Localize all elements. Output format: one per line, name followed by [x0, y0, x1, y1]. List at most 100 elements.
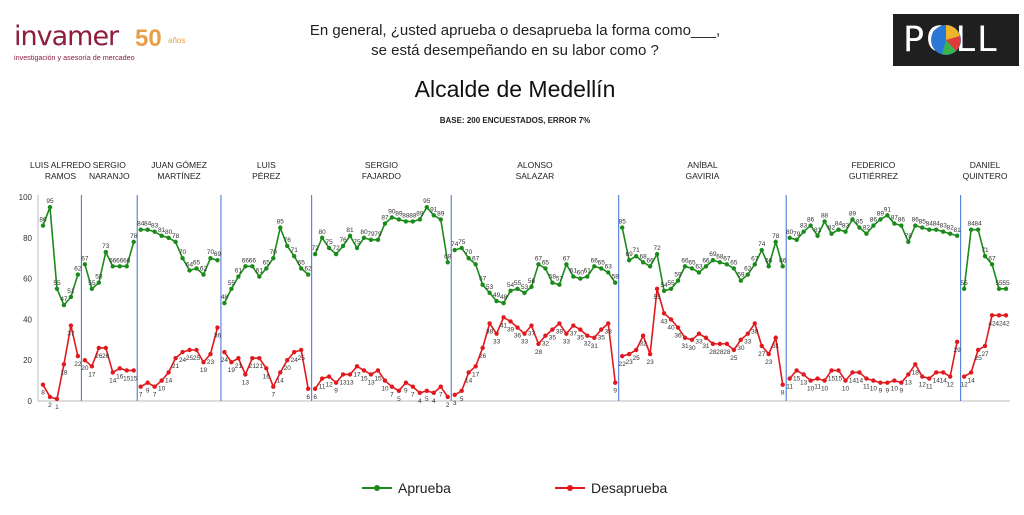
aprueba-data-label: 74	[451, 241, 459, 248]
aprueba-data-label: 70	[465, 249, 473, 256]
aprueba-data-label: 68	[716, 253, 724, 260]
aprueba-data-label: 86	[870, 217, 878, 224]
aprueba-point	[271, 256, 276, 261]
desaprueba-point	[292, 349, 297, 355]
aprueba-point	[389, 215, 395, 220]
desaprueba-point	[550, 327, 555, 332]
aprueba-point	[361, 235, 367, 240]
aprueba-series-line	[42, 206, 79, 307]
aprueba-data-label: 65	[730, 259, 738, 266]
desaprueba-data-label: 15	[123, 375, 131, 382]
desaprueba-data-label: 5	[397, 396, 401, 403]
desaprueba-point	[731, 347, 737, 353]
aprueba-point	[885, 213, 890, 218]
desaprueba-point	[892, 378, 897, 383]
desaprueba-data-label: 21	[235, 363, 243, 370]
desaprueba-data-label: 11	[863, 384, 870, 391]
pie-icon	[931, 25, 961, 55]
desaprueba-point	[661, 311, 667, 316]
desaprueba-data-label: 33	[744, 339, 752, 346]
aprueba-point	[613, 280, 618, 285]
desaprueba-data-label: 26	[102, 353, 110, 360]
invamer-logo: invamer 50 años investigación y asesoría…	[14, 22, 204, 68]
desaprueba-point	[920, 374, 925, 379]
desaprueba-data-label: 6	[306, 394, 310, 401]
desaprueba-point	[243, 372, 248, 377]
aprueba-point	[564, 262, 569, 267]
desaprueba-point	[843, 378, 848, 383]
aprueba-data-label: 54	[507, 282, 515, 289]
aprueba-data-label: 75	[458, 239, 466, 246]
desaprueba-data-label: 24	[179, 357, 187, 364]
aprueba-data-label: 49	[493, 292, 501, 299]
desaprueba-point	[417, 390, 423, 396]
desaprueba-point	[61, 362, 67, 367]
aprueba-point	[710, 258, 716, 263]
aprueba-data-label: 89	[416, 210, 424, 217]
aprueba-point	[899, 223, 904, 228]
desaprueba-point	[724, 341, 730, 347]
aprueba-point	[975, 227, 981, 232]
aprueba-data-label: 55	[961, 280, 969, 287]
desaprueba-data-label: 37	[570, 331, 578, 338]
aprueba-point	[961, 286, 967, 291]
aprueba-data-label: 84	[835, 221, 843, 228]
desaprueba-point	[396, 388, 402, 393]
desaprueba-point	[54, 396, 60, 402]
aprueba-point	[675, 278, 681, 283]
aprueba-data-label: 87	[891, 215, 899, 222]
desaprueba-data-label: 10	[821, 386, 829, 393]
desaprueba-data-label: 39	[507, 326, 515, 333]
aprueba-point	[173, 239, 178, 245]
aprueba-point	[319, 235, 325, 240]
desaprueba-data-label: 24	[291, 357, 299, 364]
aprueba-point	[375, 237, 381, 243]
aprueba-data-label: 86	[898, 217, 906, 224]
desaprueba-data-label: 14	[465, 377, 473, 384]
desaprueba-point	[682, 335, 688, 340]
period-name: GAVIRIA	[686, 171, 720, 181]
desaprueba-point	[508, 319, 513, 324]
desaprueba-point	[836, 368, 841, 373]
aprueba-point	[166, 235, 171, 240]
desaprueba-point	[459, 388, 464, 393]
aprueba-point	[654, 251, 660, 257]
desaprueba-data-label: 8	[781, 390, 785, 397]
aprueba-data-label: 79	[793, 231, 801, 238]
desaprueba-point	[110, 370, 115, 375]
desaprueba-point	[738, 337, 744, 342]
aprueba-data-label: 66	[116, 257, 124, 264]
aprueba-data-label: 81	[158, 227, 166, 234]
aprueba-point	[501, 300, 506, 306]
aprueba-point	[180, 256, 185, 261]
aprueba-data-label: 83	[842, 223, 850, 230]
aprueba-point	[1003, 286, 1009, 291]
desaprueba-point	[592, 335, 597, 340]
desaprueba-point	[494, 331, 499, 336]
y-tick-label: 100	[19, 193, 33, 202]
desaprueba-point	[347, 372, 353, 377]
desaprueba-data-label: 17	[472, 371, 480, 378]
aprueba-point	[626, 258, 632, 263]
period-name: ANÍBAL	[687, 160, 718, 170]
chart-title: Alcalde de Medellín	[414, 76, 616, 102]
desaprueba-point	[633, 347, 639, 353]
aprueba-point	[752, 262, 757, 267]
aprueba-data-label: 65	[298, 259, 306, 266]
desaprueba-data-label: 4	[418, 398, 422, 405]
aprueba-data-label: 63	[695, 263, 703, 270]
aprueba-data-label: 67	[723, 255, 731, 262]
desaprueba-data-label: 6	[313, 394, 317, 401]
desaprueba-data-label: 36	[674, 333, 682, 340]
aprueba-data-label: 85	[856, 219, 864, 226]
desaprueba-point	[543, 333, 548, 338]
aprueba-point	[619, 225, 625, 230]
aprueba-point	[815, 233, 820, 238]
aprueba-data-label: 66	[109, 257, 117, 264]
aprueba-point	[927, 227, 932, 232]
desaprueba-point	[996, 313, 1002, 318]
desaprueba-point	[354, 364, 360, 369]
aprueba-point	[808, 223, 813, 228]
aprueba-data-label: 88	[402, 212, 410, 219]
desaprueba-point	[47, 394, 53, 400]
